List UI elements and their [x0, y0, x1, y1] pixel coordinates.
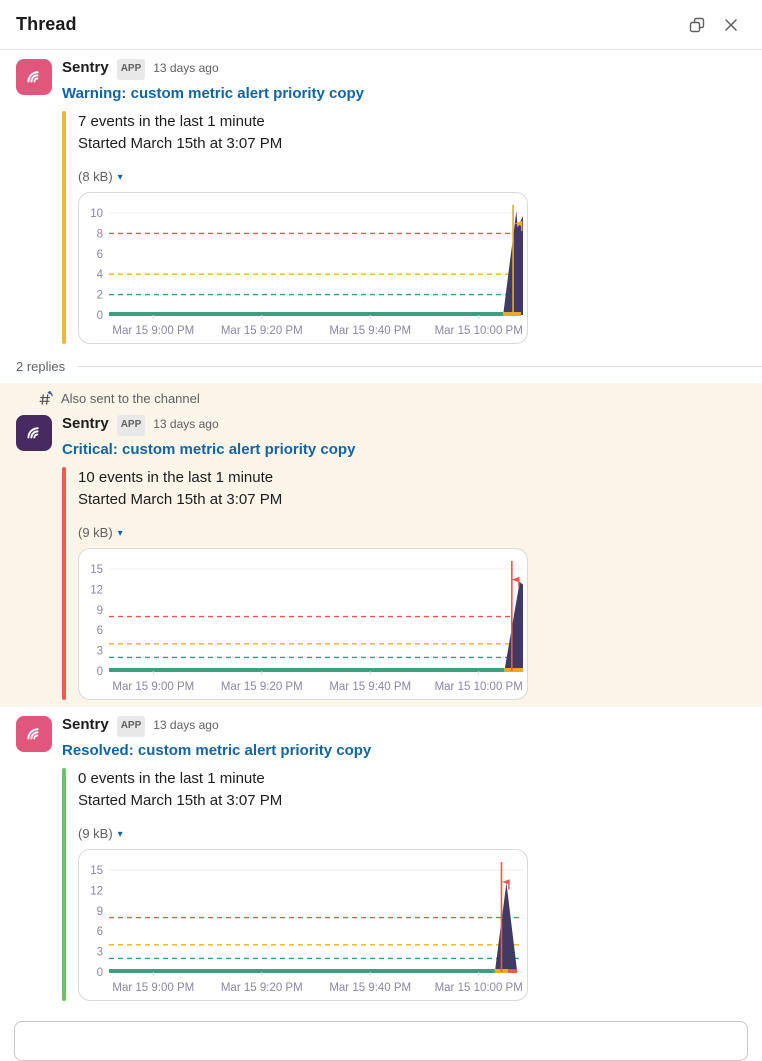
- svg-text:15: 15: [90, 865, 103, 877]
- svg-text:Mar 15 10:00 PM: Mar 15 10:00 PM: [435, 982, 523, 994]
- also-sent-label: Also sent to the channel: [61, 391, 200, 406]
- attachment-accent-bar: [62, 467, 66, 700]
- attachment-accent-bar: [62, 111, 66, 344]
- chart-svg: 0 2 4 6 8 10 Mar 15 9:00 PM Mar 15 9:20 PM Mar 1…: [90, 205, 523, 337]
- alert-title-link[interactable]: Critical: custom metric alert priority c…: [62, 441, 356, 458]
- collapse-caret-icon: ▾: [117, 528, 123, 539]
- svg-text:15: 15: [90, 564, 103, 576]
- reply-input[interactable]: [14, 1021, 748, 1061]
- svg-text:3: 3: [97, 947, 103, 959]
- chart-file-toggle[interactable]: (8 kB) ▾: [78, 169, 123, 184]
- chart-svg: 0 3 6 9 12 15 Mar 15 9:00 PM Mar 15 9:20 PM Mar …: [90, 862, 523, 994]
- file-size-label: (9 kB): [78, 826, 113, 841]
- alert-attachment: 10 events in the last 1 minute Started M…: [62, 467, 742, 700]
- svg-text:6: 6: [97, 926, 103, 938]
- alert-title-link[interactable]: Warning: custom metric alert priority co…: [62, 85, 364, 102]
- close-icon: [721, 15, 741, 35]
- svg-text:Mar 15 10:00 PM: Mar 15 10:00 PM: [435, 325, 523, 337]
- file-size-label: (9 kB): [78, 525, 113, 540]
- svg-text:4: 4: [97, 269, 104, 281]
- app-badge: APP: [116, 415, 146, 436]
- highlighted-reply-section: Also sent to the channel Sentry APP 13 d…: [0, 383, 762, 707]
- thread-header: Thread: [0, 0, 762, 50]
- started-line: Started March 15th at 3:07 PM: [78, 491, 283, 508]
- metric-chart-image[interactable]: 0 3 6 9 12 15 Mar 15 9:00 PM Mar 15 9:20 PM Mar …: [78, 849, 528, 1001]
- svg-text:10: 10: [90, 208, 103, 220]
- started-line: Started March 15th at 3:07 PM: [78, 135, 283, 152]
- metric-chart-image[interactable]: 0 3 6 9 12 15 Mar 15 9:00 PM Mar 15 9:20 PM Mar …: [78, 548, 528, 700]
- timestamp[interactable]: 13 days ago: [153, 417, 219, 431]
- svg-text:Mar 15 9:40 PM: Mar 15 9:40 PM: [329, 982, 411, 994]
- sentry-logo-icon: [21, 719, 47, 750]
- timestamp[interactable]: 13 days ago: [153, 61, 219, 75]
- also-sent-row: Also sent to the channel: [0, 383, 762, 406]
- chart-file-toggle[interactable]: (9 kB) ▾: [78, 826, 123, 841]
- thread-panel-title: Thread: [16, 14, 77, 34]
- app-badge: APP: [116, 716, 146, 737]
- svg-text:6: 6: [97, 625, 103, 637]
- svg-text:Mar 15 10:00 PM: Mar 15 10:00 PM: [435, 681, 523, 693]
- svg-text:6: 6: [97, 249, 103, 261]
- replies-divider: 2 replies: [0, 346, 762, 383]
- thread-root-message: Sentry APP 13 days ago Warning: custom m…: [0, 50, 762, 346]
- svg-text:0: 0: [97, 310, 103, 322]
- events-count-line: 7 events in the last 1 minute: [78, 113, 265, 130]
- message-meta-row: Sentry APP 13 days ago: [62, 716, 742, 738]
- collapse-caret-icon: ▾: [117, 172, 123, 183]
- svg-text:0: 0: [97, 666, 103, 678]
- svg-text:Mar 15 9:20 PM: Mar 15 9:20 PM: [221, 325, 303, 337]
- svg-text:Mar 15 9:20 PM: Mar 15 9:20 PM: [221, 982, 303, 994]
- sentry-logo-icon: [21, 62, 47, 93]
- open-thread-in-window-button[interactable]: [680, 8, 714, 42]
- sender-name[interactable]: Sentry: [62, 59, 109, 76]
- sentry-app-avatar[interactable]: [16, 59, 52, 95]
- svg-text:Mar 15 9:00 PM: Mar 15 9:00 PM: [112, 982, 194, 994]
- svg-text:8: 8: [97, 228, 103, 240]
- svg-text:9: 9: [97, 605, 103, 617]
- sentry-logo-icon: [21, 418, 47, 449]
- svg-text:Mar 15 9:20 PM: Mar 15 9:20 PM: [221, 681, 303, 693]
- svg-text:0: 0: [97, 967, 103, 979]
- attachment-accent-bar: [62, 768, 66, 1001]
- events-count-line: 10 events in the last 1 minute: [78, 469, 274, 486]
- svg-text:Mar 15 9:00 PM: Mar 15 9:00 PM: [112, 325, 194, 337]
- svg-text:3: 3: [97, 646, 103, 658]
- close-thread-button[interactable]: [714, 8, 748, 42]
- divider-line: [77, 366, 762, 367]
- replies-count-label: 2 replies: [16, 359, 66, 374]
- resolved-reply-section: Sentry APP 13 days ago Resolved: custom …: [0, 707, 762, 1009]
- sender-name[interactable]: Sentry: [62, 415, 109, 432]
- chart-file-toggle[interactable]: (9 kB) ▾: [78, 525, 123, 540]
- file-size-label: (8 kB): [78, 169, 113, 184]
- events-count-line: 0 events in the last 1 minute: [78, 770, 265, 787]
- svg-text:Mar 15 9:00 PM: Mar 15 9:00 PM: [112, 681, 194, 693]
- svg-text:12: 12: [90, 885, 103, 897]
- sender-name[interactable]: Sentry: [62, 716, 109, 733]
- svg-text:Mar 15 9:40 PM: Mar 15 9:40 PM: [329, 681, 411, 693]
- started-line: Started March 15th at 3:07 PM: [78, 792, 283, 809]
- svg-text:2: 2: [97, 290, 103, 302]
- alert-attachment: 7 events in the last 1 minute Started Ma…: [62, 111, 742, 344]
- alert-attachment: 0 events in the last 1 minute Started Ma…: [62, 768, 742, 1001]
- sentry-app-avatar[interactable]: [16, 716, 52, 752]
- svg-text:Mar 15 9:40 PM: Mar 15 9:40 PM: [329, 325, 411, 337]
- message-meta-row: Sentry APP 13 days ago: [62, 415, 742, 437]
- message-meta-row: Sentry APP 13 days ago: [62, 59, 742, 81]
- timestamp[interactable]: 13 days ago: [153, 718, 219, 732]
- alert-title-link[interactable]: Resolved: custom metric alert priority c…: [62, 742, 372, 759]
- open-in-new-window-icon: [687, 15, 707, 35]
- metric-chart-image[interactable]: 0 2 4 6 8 10 Mar 15 9:00 PM Mar 15 9:20 PM Mar 1…: [78, 192, 528, 344]
- sentry-app-avatar[interactable]: [16, 415, 52, 451]
- svg-text:9: 9: [97, 906, 103, 918]
- collapse-caret-icon: ▾: [117, 829, 123, 840]
- svg-text:12: 12: [90, 584, 103, 596]
- app-badge: APP: [116, 59, 146, 80]
- chart-svg: 0 3 6 9 12 15 Mar 15 9:00 PM Mar 15 9:20 PM Mar …: [90, 561, 523, 693]
- channel-hash-arrow-icon: [38, 391, 53, 406]
